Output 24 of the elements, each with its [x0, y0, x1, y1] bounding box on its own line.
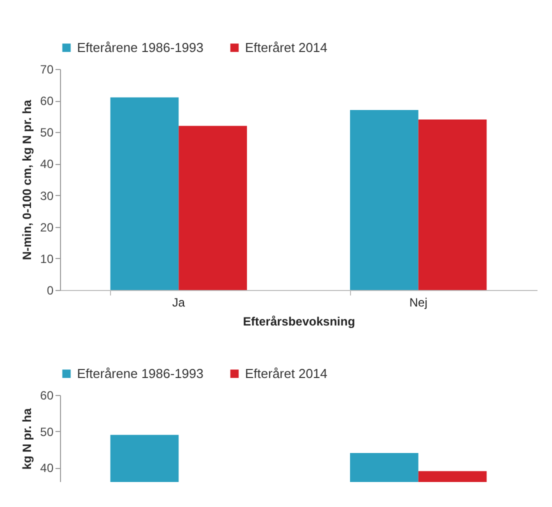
legend-label: Efterårene 1986-1993	[77, 40, 204, 55]
legend-label: Efteråret 2014	[245, 366, 328, 381]
y-tick-label: 10	[40, 252, 54, 266]
y-tick-label: 60	[40, 388, 54, 402]
y-axis-title: kg N pr. ha	[20, 408, 34, 470]
y-tick-label: 60	[40, 94, 54, 108]
y-tick-label: 40	[40, 157, 54, 172]
y-tick-label: 40	[40, 461, 54, 475]
x-tick-label: Ja	[172, 296, 186, 310]
legend-label: Efterårene 1986-1993	[77, 366, 204, 381]
y-tick-label: 70	[40, 62, 54, 76]
y-tick-label: 0	[46, 284, 54, 298]
y-tick-label: 30	[40, 188, 54, 203]
bar	[178, 126, 247, 290]
bar	[110, 97, 179, 290]
bar	[418, 120, 487, 290]
bar	[350, 110, 418, 290]
x-axis-title: Efterårsbevoksning	[242, 314, 356, 328]
y-tick-label: 20	[40, 220, 54, 234]
x-tick-label: Nej	[409, 296, 428, 310]
y-tick-label: 50	[40, 126, 54, 140]
legend-label: Efteråret 2014	[245, 40, 328, 55]
y-axis-title: N-min, 0-100 cm, kg N pr. ha	[20, 100, 34, 260]
y-tick-label: 50	[40, 424, 54, 439]
